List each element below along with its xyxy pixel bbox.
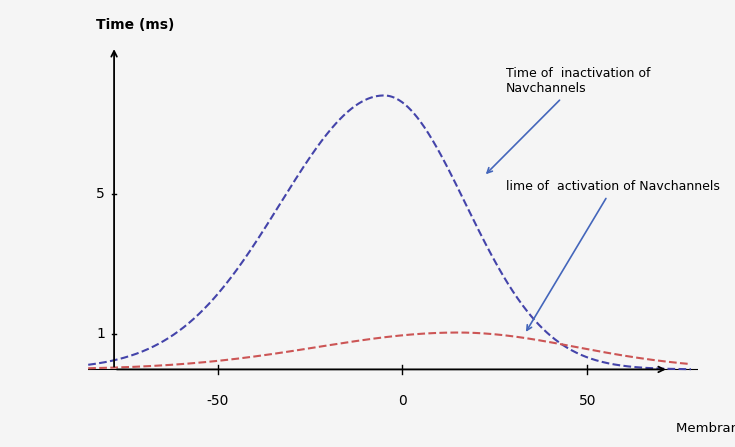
Text: Membrane Potential (mV): Membrane Potential (mV) [676, 422, 735, 435]
Text: 1: 1 [96, 327, 105, 342]
Text: Time (ms): Time (ms) [96, 18, 174, 32]
Text: 0: 0 [398, 394, 407, 408]
Text: -50: -50 [207, 394, 229, 408]
Text: 50: 50 [578, 394, 596, 408]
Text: 5: 5 [96, 187, 105, 201]
Text: lime of  activation of Navchannels: lime of activation of Navchannels [506, 180, 720, 330]
Text: Time of  inactivation of
Navchannels: Time of inactivation of Navchannels [487, 67, 650, 173]
